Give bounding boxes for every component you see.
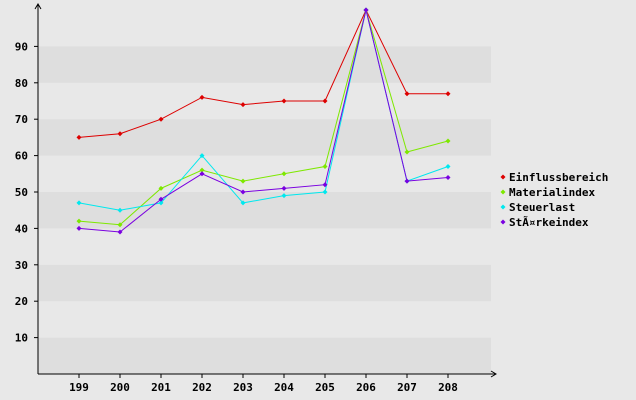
series-line (78, 9, 449, 233)
data-point (322, 182, 328, 188)
data-point (76, 200, 82, 206)
y-tick-label: 80 (15, 77, 28, 90)
grid-band (38, 264, 491, 302)
data-point (322, 189, 328, 195)
grid-band (38, 82, 491, 120)
y-tick-label: 20 (15, 295, 28, 308)
y-tick-label: 70 (15, 113, 28, 126)
data-point (117, 131, 123, 137)
grid-band (38, 192, 491, 229)
data-point (404, 91, 410, 97)
data-point (322, 98, 328, 104)
legend-label: Einflussbereich (509, 171, 608, 184)
data-point (117, 222, 123, 228)
x-tick-label: 208 (438, 381, 458, 394)
grid-band (38, 119, 491, 156)
legend-marker (500, 219, 506, 225)
x-tick-label: 205 (315, 381, 335, 394)
grid-band (38, 10, 491, 47)
data-point (445, 91, 451, 97)
data-point (281, 171, 287, 177)
x-tick-label: 204 (274, 381, 294, 394)
data-point (445, 164, 451, 170)
x-axis-ticks: 199 200 201 202 203 204 205 206 207 208 (69, 374, 458, 394)
data-point (76, 218, 82, 224)
data-point (240, 200, 246, 206)
data-point (240, 178, 246, 184)
grid-band (38, 155, 491, 192)
y-tick-label: 40 (15, 222, 28, 235)
y-tick-label: 90 (15, 40, 28, 53)
legend-label: Steuerlast (509, 201, 575, 214)
data-point (240, 102, 246, 108)
x-tick-label: 203 (233, 381, 253, 394)
y-tick-label: 60 (15, 150, 28, 163)
legend-marker (500, 204, 506, 210)
legend-label: Materialindex (509, 186, 595, 199)
data-point (404, 149, 410, 155)
data-point (281, 185, 287, 191)
data-point (117, 207, 123, 213)
data-point (445, 174, 451, 180)
plot-bands (38, 10, 491, 374)
data-point (240, 189, 246, 195)
data-point (322, 164, 328, 170)
series-lines (78, 8, 449, 233)
y-axis-ticks: 10 20 30 40 50 60 70 80 90 (15, 40, 38, 345)
data-point (199, 171, 205, 177)
x-axis-arrow (490, 370, 497, 378)
x-tick-label: 207 (397, 381, 417, 394)
data-point (199, 94, 205, 100)
grid-band (38, 301, 491, 338)
data-point (281, 193, 287, 199)
axes (34, 3, 497, 378)
data-point (199, 167, 205, 173)
x-tick-label: 206 (356, 381, 376, 394)
data-point (76, 225, 82, 231)
grid-band (38, 228, 491, 265)
y-tick-label: 10 (15, 332, 28, 345)
data-point (199, 153, 205, 159)
data-point (281, 98, 287, 104)
series-points (76, 7, 451, 235)
grid-band (38, 337, 491, 374)
data-point (117, 229, 123, 235)
data-point (363, 7, 369, 13)
data-point (158, 116, 164, 122)
data-point (158, 200, 164, 206)
legend-marker (500, 174, 506, 180)
data-point (445, 138, 451, 144)
y-tick-label: 30 (15, 259, 28, 272)
legend-marker (500, 189, 506, 195)
legend: Einflussbereich Materialindex Steuerlast St… (500, 171, 608, 229)
x-tick-label: 201 (151, 381, 171, 394)
x-tick-label: 199 (69, 381, 89, 394)
data-point (76, 134, 82, 140)
series-line (78, 8, 448, 138)
data-point (158, 196, 164, 202)
data-point (158, 185, 164, 191)
y-axis-arrow (34, 3, 42, 10)
data-point (404, 178, 410, 184)
x-tick-label: 202 (192, 381, 212, 394)
legend-label: StÃ¤rkeindex (509, 216, 589, 229)
y-tick-label: 50 (15, 186, 28, 199)
grid-band (38, 46, 491, 83)
x-tick-label: 200 (110, 381, 130, 394)
